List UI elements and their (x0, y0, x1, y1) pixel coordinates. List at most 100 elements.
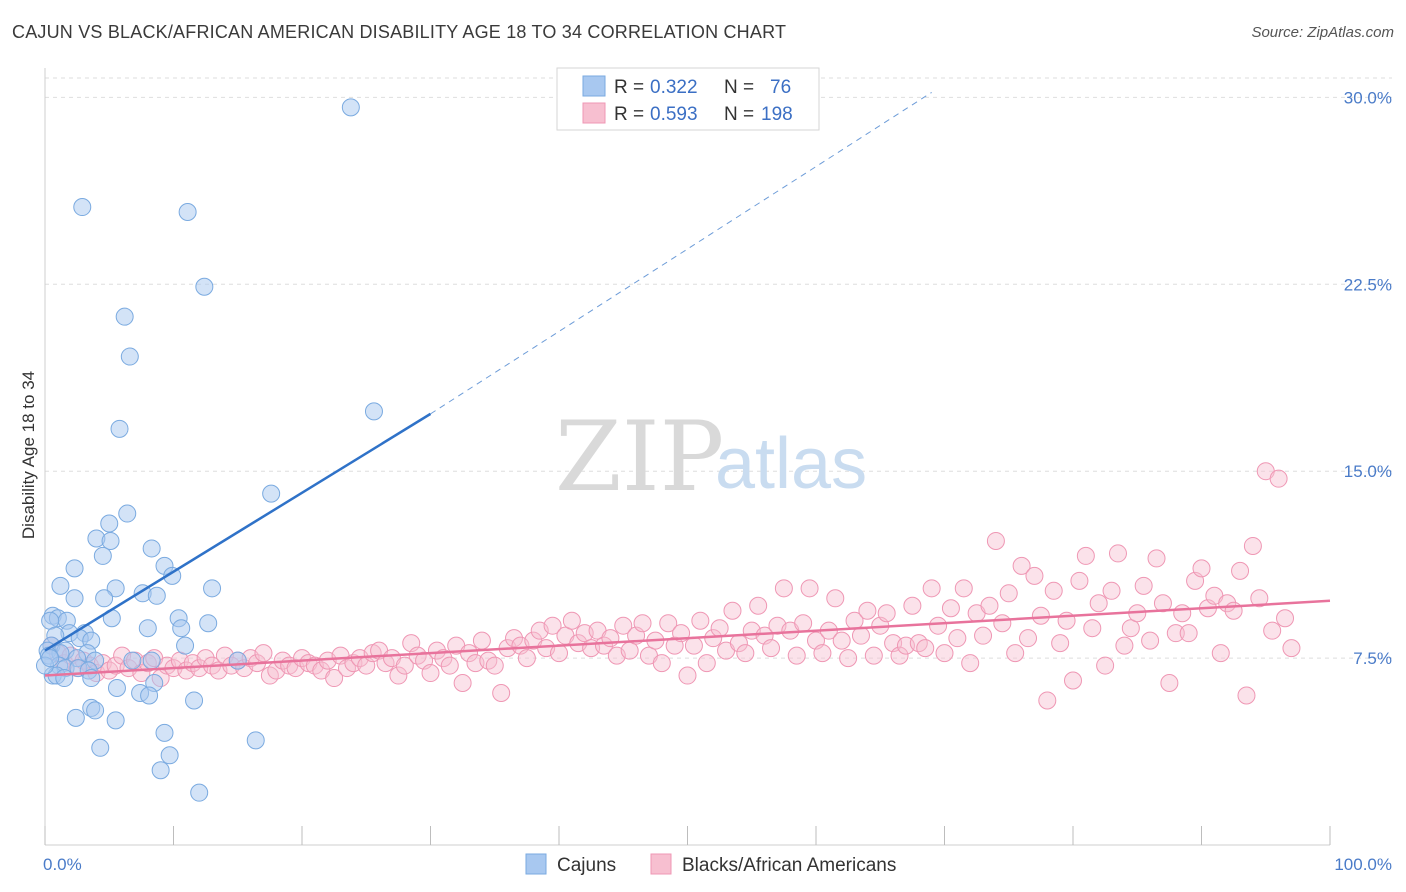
black-point (325, 669, 344, 688)
black-point (460, 644, 479, 663)
black-point (1051, 634, 1070, 653)
legend-n-label-blacks: N = (724, 104, 754, 125)
y-tick-label: 30.0% (1344, 88, 1392, 107)
bottom-legend-swatch-blacks (650, 853, 672, 875)
black-point (1083, 619, 1102, 638)
cajun-point (246, 731, 265, 750)
black-point (787, 646, 806, 665)
black-point (614, 616, 633, 635)
watermark-zip: ZIP (555, 401, 724, 513)
black-point (517, 649, 536, 668)
black-point (1231, 561, 1250, 580)
chart-title: CAJUN VS BLACK/AFRICAN AMERICAN DISABILI… (12, 22, 787, 42)
cajun-point (120, 347, 139, 366)
black-point (1006, 644, 1025, 663)
cajun-point (155, 723, 174, 742)
cajun-point (65, 589, 84, 608)
cajun-point (66, 708, 85, 727)
cajun-point (364, 402, 383, 421)
cajun-point (262, 484, 281, 503)
legend-n-label-cajuns: N = (724, 77, 754, 98)
black-trend-line (44, 599, 1331, 677)
black-point (543, 616, 562, 635)
black-point (652, 654, 671, 673)
black-point (254, 644, 273, 663)
cajun-trend-line (44, 412, 432, 652)
black-point (710, 619, 729, 638)
y-axis-label: Disability Age 18 to 34 (19, 371, 38, 539)
cajun-point (147, 586, 166, 605)
black-point (1192, 559, 1211, 578)
cajun-point (41, 611, 60, 630)
black-point (678, 666, 697, 685)
cajun-point (163, 566, 182, 585)
cajun-point (106, 579, 125, 598)
cajun-point (142, 651, 161, 670)
black-point (890, 646, 909, 665)
black-point (485, 656, 504, 675)
black-point (794, 614, 813, 633)
legend-r-value-cajuns: 0.322 (650, 77, 698, 98)
black-point (427, 641, 446, 660)
black-point (723, 601, 742, 620)
black-point (1179, 624, 1198, 643)
cajun-point (106, 711, 125, 730)
black-point (1108, 544, 1127, 563)
black-point (813, 644, 832, 663)
black-point (697, 654, 716, 673)
black-point (922, 579, 941, 598)
legend-n-value-blacks: 198 (761, 104, 793, 125)
black-point (1134, 576, 1153, 595)
black-point (858, 601, 877, 620)
legend-r-label-cajuns: R = (614, 77, 644, 98)
black-point (1044, 581, 1063, 600)
black-point (1153, 594, 1172, 613)
y-tick-label: 22.5% (1344, 275, 1392, 294)
legend-swatch-blacks (582, 102, 606, 124)
cajun-point (176, 636, 195, 655)
watermark: ZIP atlas (555, 401, 867, 513)
bottom-legend-swatch-cajuns (525, 853, 547, 875)
black-point (954, 579, 973, 598)
cajun-point (41, 649, 60, 668)
cajun-point (101, 531, 120, 550)
cajun-point (151, 761, 170, 780)
black-point (1115, 636, 1134, 655)
y-tick-label: 15.0% (1344, 462, 1392, 481)
watermark-atlas: atlas (715, 424, 867, 504)
legend-swatch-cajuns (582, 75, 606, 97)
black-point (877, 604, 896, 623)
cajun-point (86, 701, 105, 720)
black-point (1089, 594, 1108, 613)
black-point (472, 631, 491, 650)
black-point (993, 614, 1012, 633)
black-point (691, 611, 710, 630)
black-point (941, 599, 960, 618)
black-point (1237, 686, 1256, 705)
black-point (986, 531, 1005, 550)
cajun-point (115, 307, 134, 326)
black-point (916, 639, 935, 658)
cajun-point (341, 98, 360, 117)
black-point (736, 644, 755, 663)
legend-r-value-blacks: 0.593 (650, 104, 698, 125)
cajun-point (138, 619, 157, 638)
black-point (929, 616, 948, 635)
black-point (1031, 606, 1050, 625)
black-point (1102, 581, 1121, 600)
black-point (1243, 536, 1262, 555)
black-point (1282, 639, 1301, 658)
black-point (1173, 604, 1192, 623)
black-point (594, 636, 613, 655)
black-point (684, 636, 703, 655)
black-point (999, 584, 1018, 603)
black-point (800, 579, 819, 598)
tick-label-layer: 7.5% 15.0% 22.5% 30.0% 0.0% 100.0% (43, 88, 1392, 874)
axis-layer (44, 68, 1331, 846)
black-point (389, 666, 408, 685)
black-point (1160, 674, 1179, 693)
black-point (851, 626, 870, 645)
points-layer (36, 98, 1301, 802)
cajun-point (142, 539, 161, 558)
black-point (948, 629, 967, 648)
